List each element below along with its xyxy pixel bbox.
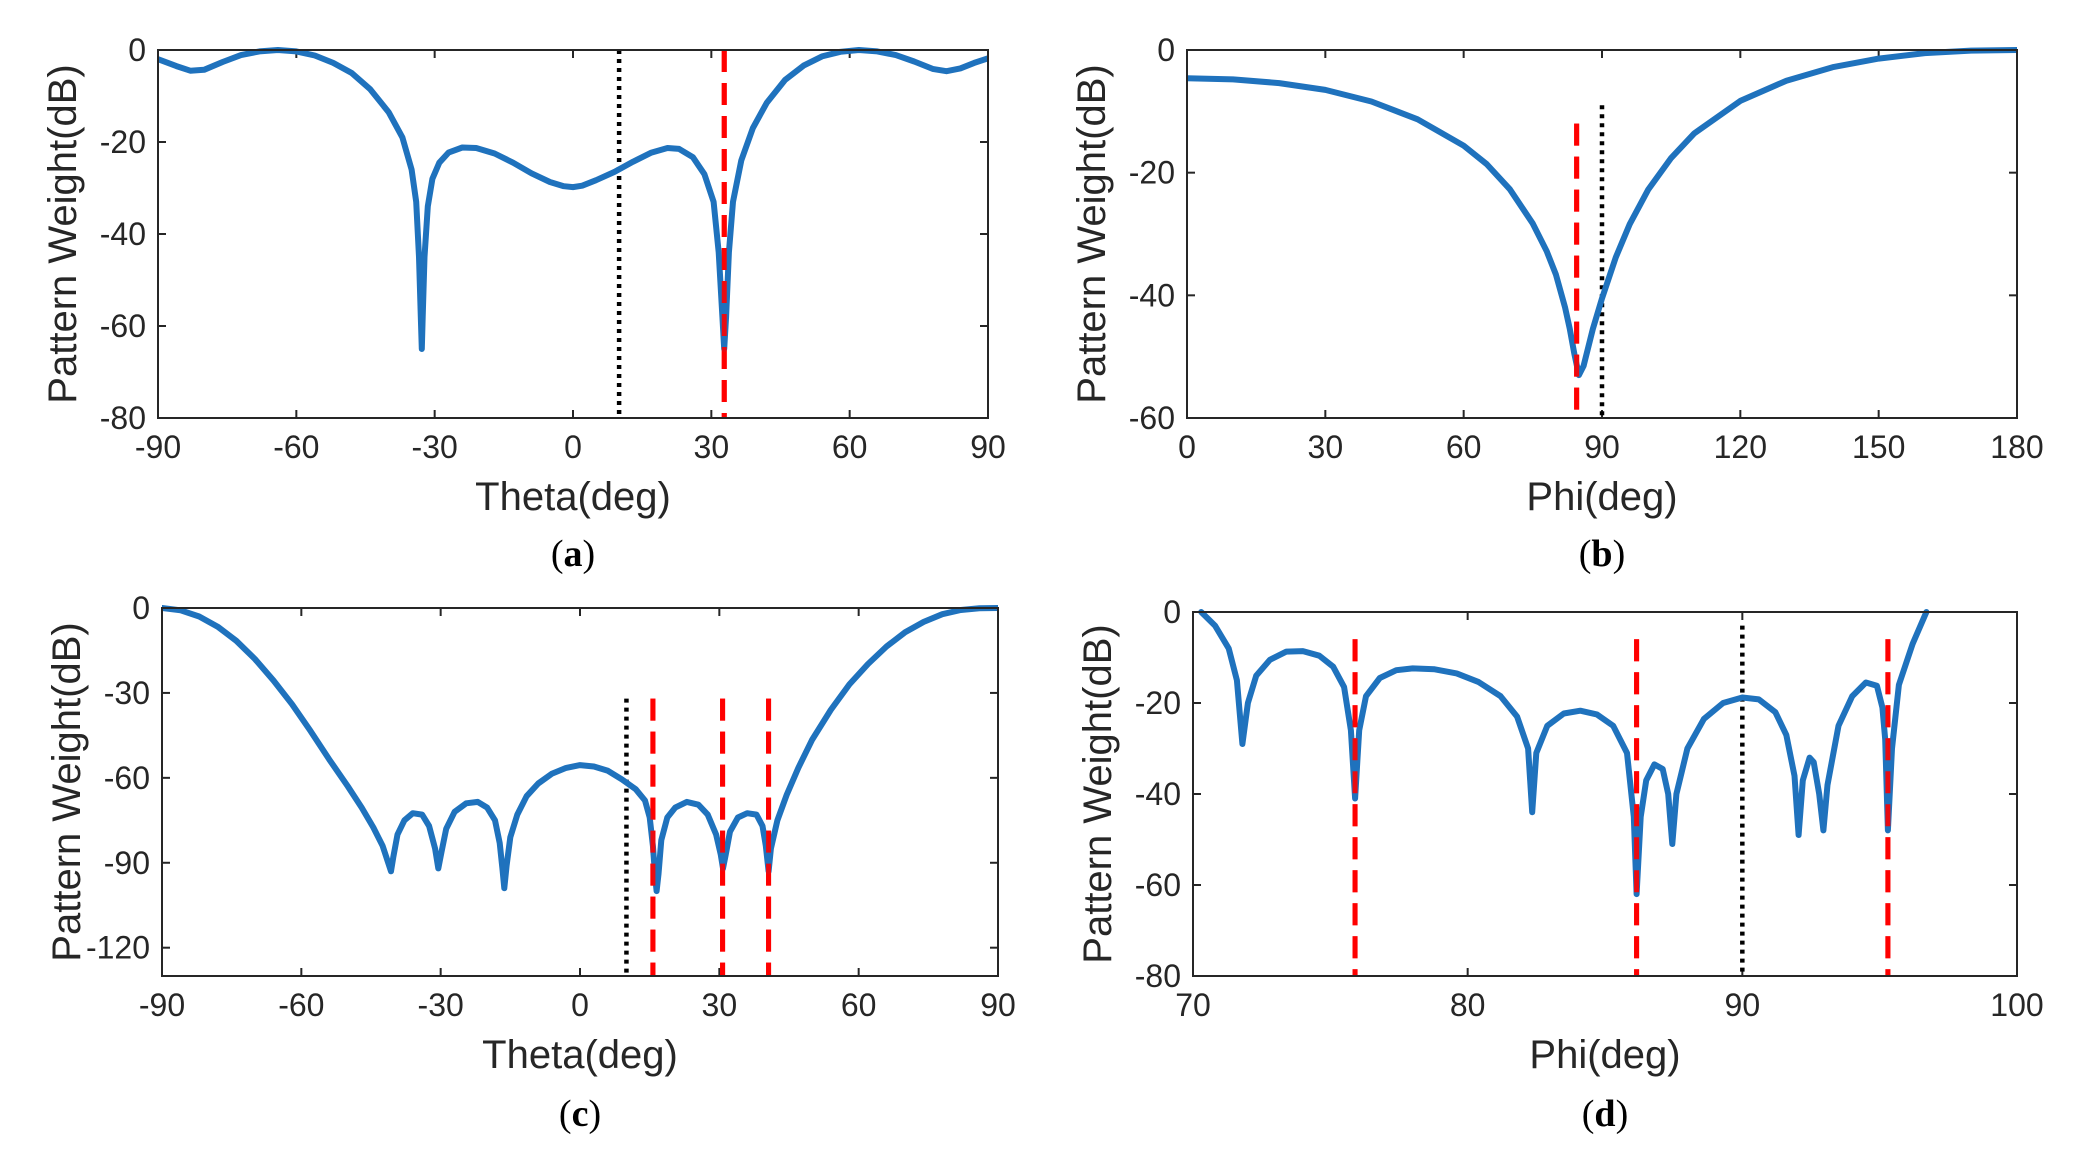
y-tick-label: -40 [100,216,146,252]
plot-area-d [1193,612,2017,976]
y-tick-label: -120 [86,930,150,966]
y-tick-label: -40 [1129,277,1175,313]
x-axis-label: Theta(deg) [482,1033,678,1077]
x-tick-label: 0 [1178,429,1196,465]
x-axis-label: Theta(deg) [475,475,671,519]
y-tick-label: -30 [104,675,150,711]
axes-box-d [1192,611,2018,977]
x-tick-label: 70 [1175,987,1211,1023]
y-tick-label: -20 [100,124,146,160]
axes-box-a [157,49,989,419]
y-tick-label: -80 [1135,958,1181,994]
panel-a: 0 -20 -40 -60 -80-90 -60 -30 0 30 60 90 Theta(deg) P… [41,32,1006,575]
x-tick-label: 180 [1990,429,2043,465]
x-tick-label: -30 [412,429,458,465]
axes-box-b [1186,49,2018,419]
y-axis-label: Pattern Weight(dB) [1076,624,1120,963]
x-tick-label: 60 [1446,429,1482,465]
x-tick-label: 80 [1450,987,1486,1023]
x-tick-label: -60 [273,429,319,465]
x-tick-label: 30 [702,987,738,1023]
x-tick-label: 30 [694,429,730,465]
x-tick-label: -30 [418,987,464,1023]
x-tick-label: -90 [135,429,181,465]
y-tick-label: -20 [1129,155,1175,191]
panel-caption: (c) [559,1093,601,1135]
y-tick-label: -80 [100,400,146,436]
panel-b: 0-20-40-600 30 60 90 120 150 180Phi(deg)Patter… [1070,32,2044,575]
y-tick-label: -60 [104,760,150,796]
y-tick-label: 0 [128,32,146,68]
x-tick-label: -90 [139,987,185,1023]
x-tick-label: -60 [278,987,324,1023]
panel-caption: (d) [1582,1093,1628,1135]
series-line-c [162,605,998,895]
x-tick-label: 60 [841,987,877,1023]
x-tick-label: 90 [970,429,1006,465]
panel-c: 0 -30 -60 -90 -120 -90 -60 -30 0 30 60 90 Theta(deg)… [45,590,1016,1135]
y-tick-label: -20 [1135,685,1181,721]
series-line-a [158,47,988,352]
y-tick-label: 0 [1163,594,1181,630]
x-tick-label: 60 [832,429,868,465]
plot-area-c [162,608,998,976]
x-axis-label: Phi(deg) [1529,1033,1680,1077]
y-tick-label: -60 [1135,867,1181,903]
x-tick-label: 0 [564,429,582,465]
panel-caption: (b) [1579,533,1625,575]
x-tick-label: 0 [571,987,589,1023]
x-tick-label: 30 [1308,429,1344,465]
plot-area-a [158,50,988,418]
panel-caption: (a) [551,533,595,575]
x-tick-label: 90 [980,987,1016,1023]
y-tick-label: -40 [1135,776,1181,812]
x-tick-label: 90 [1725,987,1761,1023]
x-axis-label: Phi(deg) [1526,475,1677,519]
x-tick-label: 100 [1990,987,2043,1023]
y-tick-label: -60 [100,308,146,344]
axes-box-c [161,607,999,977]
y-tick-label: -90 [104,845,150,881]
x-tick-label: 90 [1584,429,1620,465]
y-axis-label: Pattern Weight(dB) [45,622,89,961]
y-tick-label: -60 [1129,400,1175,436]
x-tick-label: 150 [1852,429,1905,465]
y-tick-label: 0 [132,590,150,626]
x-tick-label: 120 [1714,429,1767,465]
y-axis-label: Pattern Weight(dB) [41,64,85,403]
y-tick-label: 0 [1157,32,1175,68]
series-line-b [1187,47,2017,379]
y-axis-label: Pattern Weight(dB) [1070,64,1114,403]
series-line-d [1198,609,1930,898]
